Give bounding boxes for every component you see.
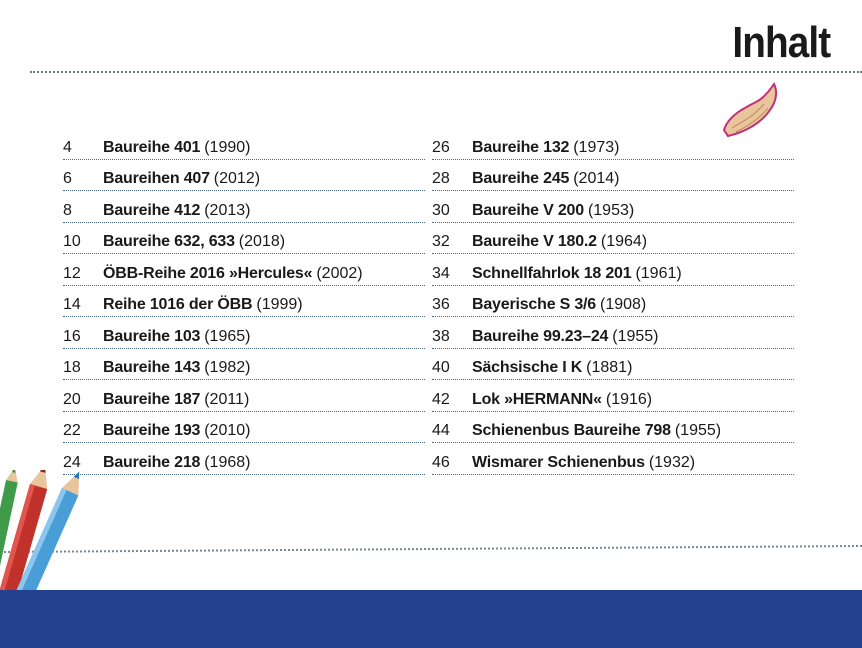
entry-year: (2013): [204, 201, 251, 219]
toc-entry[interactable]: 42 Lok »HERMANN« (1916): [432, 382, 794, 412]
entry-title: Baureihen 407: [103, 170, 210, 187]
entry-title: Reihe 1016 der ÖBB: [103, 296, 253, 313]
toc-entry[interactable]: 34 Schnellfahrlok 18 201 (1961): [432, 256, 794, 286]
page-number: 24: [63, 453, 81, 471]
toc-entry[interactable]: 20 Baureihe 187 (2011): [63, 382, 425, 412]
toc-entry[interactable]: 4 Baureihe 401 (1990): [63, 130, 425, 160]
entry-year: (1953): [587, 201, 635, 219]
page-number: 44: [432, 422, 450, 439]
footer-band: [0, 590, 862, 648]
page-number: 4: [63, 138, 72, 156]
toc-entry[interactable]: 22 Baureihe 193 (2010): [63, 414, 425, 443]
entry-title: Wismarer Schienenbus: [472, 453, 645, 471]
entry-year: (2011): [204, 390, 250, 408]
toc-entry[interactable]: 8 Baureihe 412 (2013): [63, 193, 425, 223]
entry-title: Baureihe 187: [103, 390, 201, 408]
entry-year: (1973): [573, 138, 620, 156]
pencil-shaving-icon: [722, 82, 778, 138]
toc-entry[interactable]: 14 Reihe 1016 der ÖBB (1999): [63, 288, 425, 317]
page-number: 34: [432, 264, 450, 282]
bottom-divider: [0, 544, 862, 554]
entry-year: (2010): [204, 422, 251, 439]
toc-entry[interactable]: 32 Baureihe V 180.2 (1964): [432, 225, 794, 254]
entry-title: Sächsische I K: [472, 359, 583, 376]
toc-entry[interactable]: 44 Schienenbus Baureihe 798 (1955): [432, 414, 794, 443]
entry-title: Baureihe 99.23–24: [472, 327, 609, 345]
toc-entry[interactable]: 46 Wismarer Schienenbus (1932): [432, 445, 794, 475]
entry-title: Baureihe 632, 633: [103, 233, 235, 250]
entry-title: Baureihe 132: [472, 138, 570, 156]
entry-title: Baureihe 218: [103, 453, 201, 471]
entry-year: (1964): [600, 233, 648, 250]
page-number: 8: [63, 201, 72, 219]
entry-year: (1932): [648, 453, 696, 471]
page-number: 14: [63, 296, 81, 313]
entry-title: Schienenbus Baureihe 798: [472, 422, 671, 439]
page-number: 32: [432, 233, 450, 250]
entry-title: Baureihe 401: [103, 138, 201, 156]
entry-year: (1999): [256, 296, 303, 313]
page-number: 36: [432, 296, 450, 313]
entry-year: (2012): [213, 170, 261, 187]
entry-year: (1881): [586, 359, 633, 376]
page-number: 26: [432, 138, 450, 156]
toc-entry[interactable]: 16 Baureihe 103 (1965): [63, 319, 425, 349]
toc-entry[interactable]: 40 Sächsische I K (1881): [432, 351, 794, 380]
entry-title: Lok »HERMANN«: [472, 390, 602, 408]
toc-entry[interactable]: 12 ÖBB-Reihe 2016 »Hercules« (2002): [63, 256, 425, 286]
entry-year: (1955): [612, 327, 659, 345]
page-number: 40: [432, 359, 450, 376]
toc-entry[interactable]: 18 Baureihe 143 (1982): [63, 351, 425, 380]
toc-entry[interactable]: 30 Baureihe V 200 (1953): [432, 193, 794, 223]
entry-year: (1955): [674, 422, 722, 439]
toc-entry[interactable]: 26 Baureihe 132 (1973): [432, 130, 794, 160]
page-number: 42: [432, 390, 450, 408]
toc-entry[interactable]: 24 Baureihe 218 (1968): [63, 445, 425, 475]
entry-title: Schnellfahrlok 18 201: [472, 264, 632, 282]
entry-year: (1965): [204, 327, 251, 345]
entry-year: (2014): [573, 170, 620, 187]
page-number: 22: [63, 422, 81, 439]
page-number: 38: [432, 327, 450, 345]
entry-title: Baureihe V 200: [472, 201, 584, 219]
page-number: 6: [63, 170, 72, 187]
entry-year: (1968): [204, 453, 251, 471]
entry-year: (1916): [605, 390, 653, 408]
entry-year: (1982): [204, 359, 251, 376]
entry-title: Baureihe 193: [103, 422, 201, 439]
page-number: 10: [63, 233, 81, 250]
entry-title: Baureihe 103: [103, 327, 201, 345]
page-number: 30: [432, 201, 450, 219]
page-number: 16: [63, 327, 81, 345]
toc-entry[interactable]: 10 Baureihe 632, 633 (2018): [63, 225, 425, 254]
entry-title: Baureihe 412: [103, 201, 201, 219]
page-title: Inhalt: [732, 18, 831, 67]
toc-entry[interactable]: 28 Baureihe 245 (2014): [432, 162, 794, 191]
entry-title: Baureihe 143: [103, 359, 201, 376]
top-divider: [30, 71, 862, 73]
toc-entry[interactable]: 36 Bayerische S 3/6 (1908): [432, 288, 794, 317]
entry-title: Baureihe V 180.2: [472, 233, 597, 250]
entry-year: (1990): [204, 138, 251, 156]
entry-title: Baureihe 245: [472, 170, 570, 187]
toc-entry[interactable]: 6 Baureihen 407 (2012): [63, 162, 425, 191]
entry-year: (2002): [316, 264, 363, 282]
toc-left-column: 4 Baureihe 401 (1990) 6 Baureihen 407 (2012)…: [63, 130, 425, 477]
entry-year: (1908): [600, 296, 647, 313]
page-number: 28: [432, 170, 450, 187]
entry-title: Bayerische S 3/6: [472, 296, 596, 313]
toc-right-column: 26 Baureihe 132 (1973) 28 Baureihe 245 (2014…: [432, 130, 794, 477]
page-number: 18: [63, 359, 81, 376]
entry-year: (2018): [238, 233, 286, 250]
page-number: 12: [63, 264, 81, 282]
toc-entry[interactable]: 38 Baureihe 99.23–24 (1955): [432, 319, 794, 349]
page-number: 46: [432, 453, 450, 471]
entry-year: (1961): [635, 264, 682, 282]
page-number: 20: [63, 390, 81, 408]
entry-title: ÖBB-Reihe 2016 »Hercules«: [103, 264, 313, 282]
